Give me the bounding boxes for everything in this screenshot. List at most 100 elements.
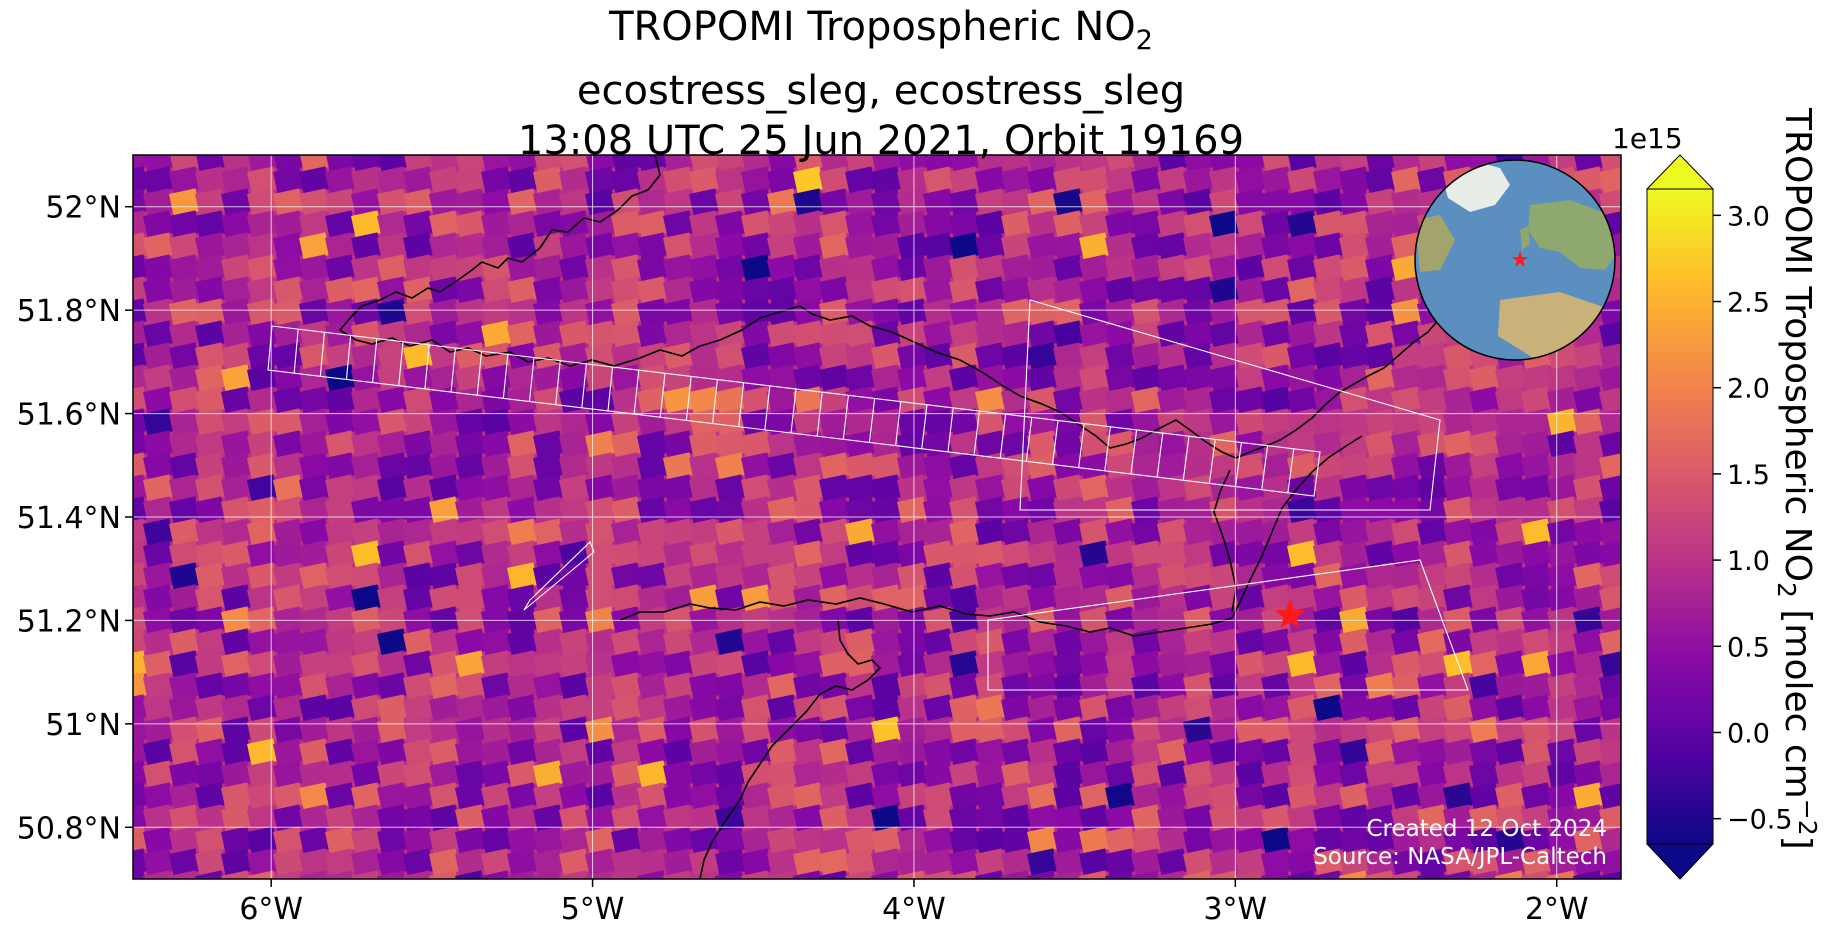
heatmap-cell	[766, 826, 799, 855]
heatmap-cell	[1234, 408, 1267, 437]
heatmap-cell	[975, 892, 1006, 920]
heatmap-cell	[1157, 892, 1188, 920]
heatmap-cell	[662, 474, 695, 503]
heatmap-cell	[168, 386, 201, 415]
heatmap-cell	[792, 166, 825, 195]
heatmap-cell	[1104, 210, 1137, 239]
heatmap-cell	[636, 826, 669, 855]
heatmap-cell	[792, 232, 825, 261]
heatmap-cell	[870, 452, 903, 481]
heatmap-cell	[1078, 804, 1111, 833]
heatmap-cell	[220, 826, 253, 855]
colorbar-extend-bottom	[1645, 843, 1715, 880]
heatmap-cell	[870, 408, 903, 437]
heatmap-cell	[922, 562, 955, 591]
heatmap-cell	[402, 584, 435, 613]
heatmap-cell	[610, 848, 643, 877]
heatmap-cell	[133, 804, 149, 833]
heatmap-cell	[133, 298, 149, 327]
heatmap-cell	[636, 782, 669, 811]
heatmap-cell	[298, 650, 331, 679]
heatmap-cell	[1156, 738, 1189, 767]
heatmap-cell	[91, 342, 122, 370]
heatmap-cell	[1546, 848, 1579, 877]
heatmap-cell	[974, 738, 1007, 767]
heatmap-cell	[1598, 342, 1621, 371]
heatmap-cell	[324, 386, 357, 415]
heatmap-cell	[168, 650, 201, 679]
heatmap-cell	[974, 210, 1007, 239]
heatmap-cell	[532, 276, 565, 305]
heatmap-cell	[1520, 430, 1553, 459]
heatmap-cell	[298, 628, 331, 657]
heatmap-cell	[1286, 826, 1319, 855]
x-tick-label: 6°W	[239, 892, 303, 927]
heatmap-cell	[558, 826, 591, 855]
heatmap-cell	[1182, 694, 1215, 723]
heatmap-cell	[272, 452, 305, 481]
heatmap-cell	[376, 848, 409, 877]
heatmap-cell	[1130, 298, 1163, 327]
heatmap-cell	[688, 782, 721, 811]
heatmap-cell	[194, 650, 227, 679]
heatmap-cell	[766, 386, 799, 415]
heatmap-cell	[298, 540, 331, 569]
heatmap-cell	[454, 254, 487, 283]
heatmap-cell	[351, 892, 382, 920]
heatmap-cell	[1208, 166, 1241, 195]
heatmap-cell	[1546, 452, 1579, 481]
heatmap-cell	[896, 408, 929, 437]
heatmap-cell	[610, 782, 643, 811]
heatmap-cell	[766, 188, 799, 217]
heatmap-cell	[714, 364, 747, 393]
heatmap-cell	[714, 848, 747, 877]
heatmap-cell	[1104, 540, 1137, 569]
heatmap-cell	[1156, 430, 1189, 459]
heatmap-cell	[324, 562, 357, 591]
heatmap-cell	[506, 804, 539, 833]
heatmap-cell	[1312, 452, 1345, 481]
heatmap-cell	[1390, 298, 1423, 327]
heatmap-cell	[740, 430, 773, 459]
heatmap-cell	[168, 628, 201, 657]
heatmap-cell	[714, 254, 747, 283]
heatmap-cell	[1338, 320, 1371, 349]
heatmap-cell	[610, 430, 643, 459]
heatmap-cell	[402, 870, 435, 879]
heatmap-cell	[1442, 760, 1475, 789]
heatmap-cell	[818, 166, 851, 195]
heatmap-cell	[636, 320, 669, 349]
heatmap-cell	[1026, 474, 1059, 503]
heatmap-cell	[974, 188, 1007, 217]
heatmap-cell	[91, 452, 122, 480]
heatmap-cell	[1130, 518, 1163, 547]
heatmap-cell	[220, 782, 253, 811]
heatmap-cell	[662, 188, 695, 217]
heatmap-cell	[1338, 210, 1371, 239]
heatmap-cell	[818, 276, 851, 305]
heatmap-cell	[792, 760, 825, 789]
heatmap-cell	[402, 232, 435, 261]
chart-title: TROPOMI Tropospheric NO2 ecostress_sleg,…	[120, 2, 1642, 166]
heatmap-cell	[896, 848, 929, 877]
heatmap-cell	[1052, 166, 1085, 195]
heatmap-cell	[1598, 298, 1621, 327]
heatmap-cell	[1156, 672, 1189, 701]
heatmap-cell	[1390, 364, 1423, 393]
y-tick-label: 51.6°N	[17, 398, 121, 433]
heatmap-cell	[1156, 518, 1189, 547]
coastline-north-devon	[619, 597, 1233, 637]
heatmap-cell	[870, 298, 903, 327]
heatmap-cell	[506, 298, 539, 327]
heatmap-cell	[922, 870, 955, 879]
heatmap-cell	[1598, 738, 1621, 767]
heatmap-cell	[1156, 166, 1189, 195]
heatmap-cell	[1000, 738, 1033, 767]
heatmap-cell	[1052, 848, 1085, 877]
heatmap-cell	[1052, 672, 1085, 701]
heatmap-cell	[376, 518, 409, 547]
heatmap-cell	[402, 650, 435, 679]
heatmap-cell	[1494, 870, 1527, 879]
heatmap-cell	[1286, 848, 1319, 877]
heatmap-cell	[350, 518, 383, 547]
